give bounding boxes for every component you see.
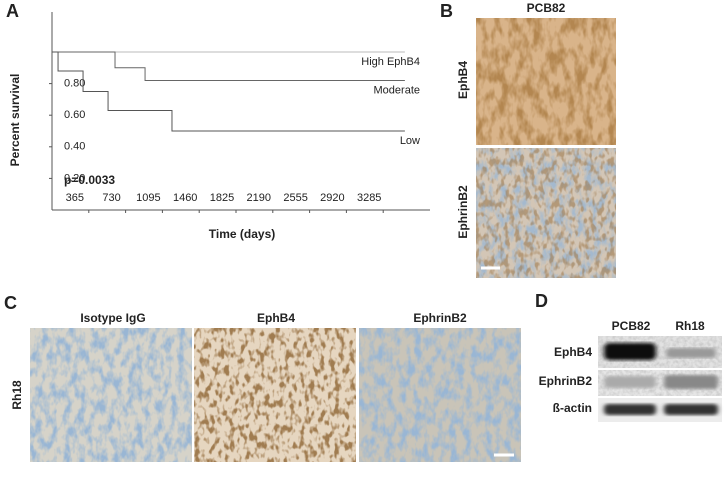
y-axis-label: Percent survival: [8, 74, 22, 167]
panel-label: A: [6, 1, 19, 21]
series-label: Low: [400, 135, 420, 147]
micrograph: [359, 328, 521, 462]
survival-curve: [52, 51, 405, 132]
survival-curve: [52, 51, 405, 81]
panel-label: D: [535, 291, 548, 311]
x-tick-label: 1460: [173, 192, 197, 204]
column-label: PCB82: [527, 1, 566, 15]
x-tick-label: 730: [102, 192, 120, 204]
micrograph: [476, 18, 616, 145]
x-tick-label: 1095: [136, 192, 160, 204]
micrograph: [194, 328, 356, 462]
row-label: EphB4: [456, 61, 470, 99]
annotation: p=0.0033: [64, 173, 115, 187]
micrograph: [476, 148, 616, 278]
row-label: Rh18: [10, 380, 24, 410]
x-tick-label: 2920: [320, 192, 344, 204]
column-label: EphB4: [257, 311, 295, 325]
y-tick-label: 0.20: [64, 172, 85, 184]
x-tick-label: 2555: [283, 192, 307, 204]
y-tick-label: 0.80: [64, 78, 85, 90]
column-label: Rh18: [675, 319, 705, 333]
row-label: EphB4: [554, 345, 592, 359]
column-label: EphrinB2: [413, 311, 467, 325]
series-label: High EphB4: [361, 56, 420, 68]
x-tick-label: 3285: [357, 192, 381, 204]
row-label: EphrinB2: [539, 374, 593, 388]
x-axis-label: Time (days): [209, 227, 275, 241]
micrograph: [30, 328, 192, 462]
series-label: Moderate: [374, 84, 420, 96]
y-tick-label: 0.40: [64, 141, 85, 153]
y-tick-label: 0.60: [64, 109, 85, 121]
x-tick-label: 365: [66, 192, 84, 204]
western-blot: [598, 336, 722, 422]
row-label: ß-actin: [553, 401, 592, 415]
column-label: Isotype IgG: [80, 311, 145, 325]
row-label: EphrinB2: [456, 185, 470, 239]
plot: 365 730 1095 1460 1825 2190 2555 2920 3285 0.20 0.…: [49, 51, 420, 213]
x-tick-label: 2190: [247, 192, 271, 204]
panel-label: C: [4, 293, 17, 313]
column-label: PCB82: [612, 319, 651, 333]
panel-label: B: [440, 1, 453, 21]
x-tick-label: 1825: [210, 192, 234, 204]
